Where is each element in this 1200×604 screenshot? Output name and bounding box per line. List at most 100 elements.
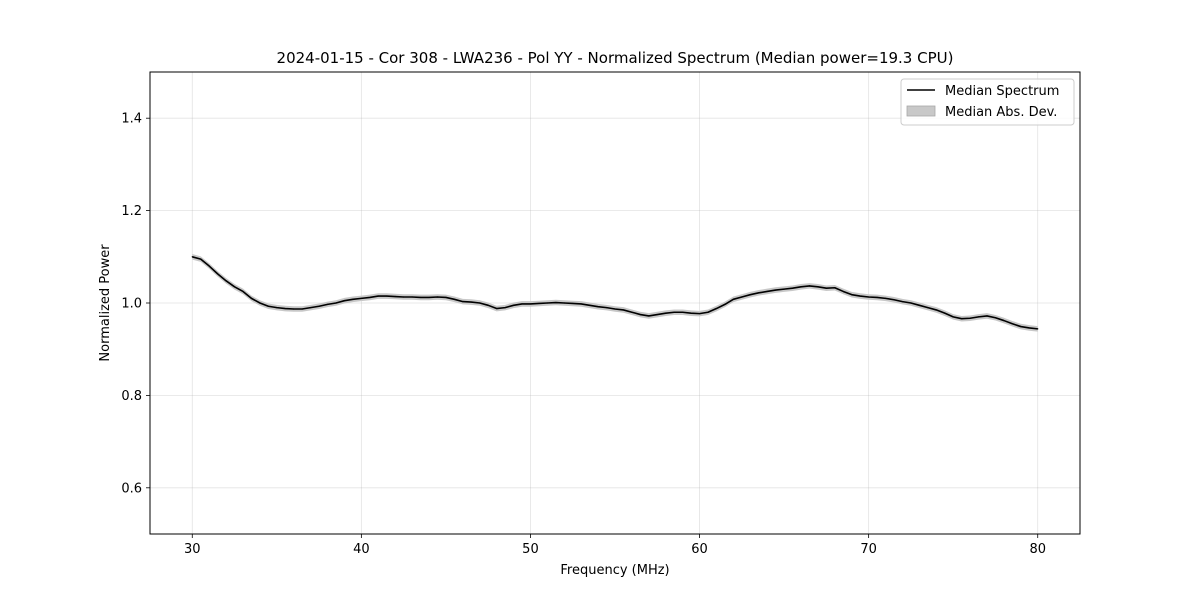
median-spectrum-point [1037,328,1039,330]
median-spectrum-point [732,298,734,300]
x-tick-label: 70 [860,542,877,557]
median-spectrum-point [631,311,633,313]
median-spectrum-point [910,302,912,304]
median-spectrum-point [707,311,709,313]
median-spectrum-point [538,302,540,305]
median-spectrum-point [301,308,303,310]
ticks: 30 40 50 60 70 80 0.6 0.8 1.0 1.2 1.4 [121,112,1046,557]
median-spectrum-point [250,297,253,299]
median-spectrum-point [529,303,532,305]
median-spectrum-point [682,311,684,313]
median-spectrum-point [648,315,650,317]
median-spectrum-point [994,317,997,319]
median-spectrum-point [394,295,396,298]
median-spectrum-point [901,301,904,303]
median-spectrum-point [284,307,286,310]
median-spectrum-point [428,296,430,299]
legend-median-label: Median Spectrum [945,84,1059,99]
x-tick-label: 60 [691,542,708,557]
median-spectrum-point [715,307,718,310]
x-tick-label: 40 [353,542,370,557]
median-spectrum-point [758,292,760,294]
legend-mad-swatch [906,105,936,117]
legend: Median Spectrum Median Abs. Dev. [900,78,1075,126]
median-spectrum-point [411,296,413,298]
median-spectrum-point [572,302,574,305]
median-spectrum-point [419,296,422,299]
median-spectrum-point [496,307,498,310]
median-spectrum-point [808,285,811,287]
median-spectrum-point [512,304,515,306]
median-spectrum-point [546,302,548,304]
x-axis-label: Frequency (MHz) [560,563,669,578]
median-spectrum-point [242,290,244,293]
median-spectrum-point [783,288,785,290]
median-spectrum-point [935,309,937,311]
median-spectrum-point [842,290,844,293]
median-spectrum-point [775,289,777,291]
median-spectrum-point [343,300,346,302]
y-tick-label: 0.6 [121,481,142,496]
median-spectrum-point [445,296,447,299]
median-spectrum-point [665,312,667,314]
median-spectrum-point [690,312,692,314]
median-spectrum-point [208,265,210,267]
median-spectrum-point [825,287,827,289]
median-spectrum-point [614,308,616,310]
median-spectrum-point [834,287,836,289]
y-tick-label: 0.8 [121,389,142,404]
legend-box [900,78,1075,126]
median-spectrum-point [259,302,261,304]
median-spectrum-point [851,294,853,296]
median-spectrum-point [1028,327,1030,329]
median-spectrum-point [521,303,523,305]
median-spectrum-point [479,302,481,304]
median-spectrum-point [800,286,802,288]
x-tick-label: 80 [1029,542,1046,557]
median-spectrum-point [487,304,489,306]
median-spectrum-point [453,298,455,300]
median-spectrum-point [977,316,980,318]
plot-area [191,254,1039,332]
median-spectrum-point [276,307,278,309]
median-spectrum-point [741,296,743,298]
median-spectrum-point [386,295,388,297]
median-spectrum-point [191,256,193,258]
legend-mad-label: Median Abs. Dev. [945,105,1057,120]
median-spectrum-point [293,308,295,310]
median-spectrum-point [1003,319,1005,322]
median-spectrum-point [791,287,794,289]
median-spectrum-point [927,307,929,309]
median-spectrum-point [918,304,920,306]
median-spectrum-point [360,297,362,299]
median-spectrum-point [462,301,464,303]
chart-title: 2024-01-15 - Cor 308 - LWA236 - Pol YY -… [277,49,954,67]
median-spectrum-point [868,296,870,298]
median-spectrum-point [698,313,701,315]
median-spectrum-point [352,298,354,300]
median-spectrum-point [969,317,971,319]
median-spectrum-point [1011,323,1013,325]
median-spectrum-point [217,273,219,275]
median-spectrum-point [766,290,768,293]
median-spectrum-point [580,303,582,305]
y-tick-label: 1.4 [121,112,142,127]
y-tick-label: 1.0 [121,297,142,312]
x-tick-label: 50 [522,542,539,557]
median-spectrum-point [563,302,565,304]
median-spectrum-point [436,296,439,298]
median-spectrum-point [817,286,819,288]
median-spectrum-point [884,297,887,299]
median-spectrum-point [952,316,954,318]
median-spectrum-point [310,307,312,309]
median-spectrum-point [656,313,658,316]
median-spectrum-point [673,311,675,313]
median-spectrum-point [377,295,379,297]
median-spectrum-point [369,296,371,299]
y-axis-label: Normalized Power [98,244,113,362]
median-spectrum-point [555,301,557,304]
median-spectrum-point [200,258,202,260]
median-spectrum-point [589,304,591,306]
x-tick-label: 30 [184,542,201,557]
